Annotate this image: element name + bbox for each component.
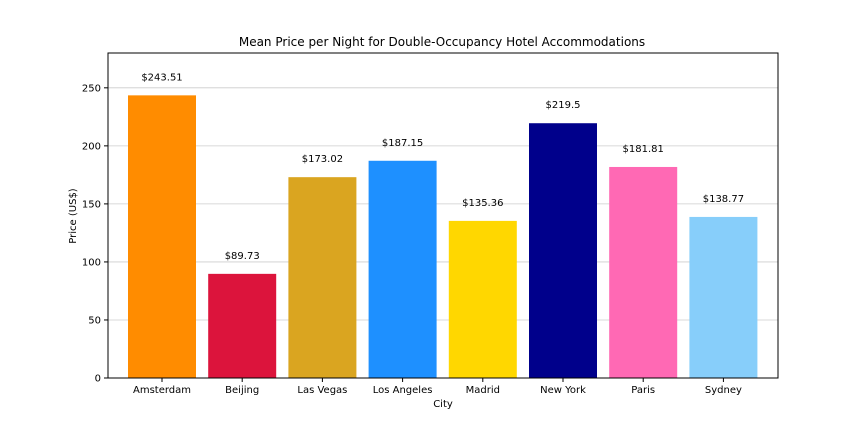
data-label: $173.02 (302, 154, 343, 165)
x-tick-label: Beijing (225, 385, 259, 396)
data-labels: $243.51 $89.73 $173.02 $187.15 $135.36 $219.5… (141, 72, 744, 261)
bar-paris (609, 166, 678, 378)
x-tick-label: Madrid (466, 385, 500, 396)
data-label: $219.5 (546, 100, 581, 111)
data-label: $243.51 (141, 72, 182, 83)
x-axis-title: City (433, 399, 453, 410)
data-label: $187.15 (382, 138, 423, 149)
chart-title: Mean Price per Night for Double-Occupanc… (239, 35, 645, 49)
data-label: $138.77 (703, 194, 744, 205)
data-label: $181.81 (623, 144, 664, 155)
y-tick-label: 200 (82, 141, 101, 152)
x-tick-label: Los Angeles (373, 385, 433, 396)
y-tick-label: 50 (88, 315, 101, 326)
x-tick-label: Amsterdam (133, 385, 191, 396)
x-tick-label: Sydney (705, 385, 742, 396)
plot-frame (107, 52, 779, 379)
bar-las-vegas (288, 177, 357, 378)
data-label: $135.36 (462, 198, 503, 209)
y-tick-label: 100 (82, 257, 101, 268)
bar-amsterdam (128, 95, 196, 378)
bar-madrid (448, 220, 517, 378)
x-tick-label: Las Vegas (297, 385, 347, 396)
y-tick-label: 250 (82, 83, 101, 94)
y-axis-title: Price (US$) (68, 188, 79, 244)
bars (128, 95, 758, 379)
y-tick-label: 150 (82, 199, 101, 210)
data-label: $89.73 (225, 251, 260, 262)
x-tick-label: Paris (631, 385, 655, 396)
x-axis-ticks: Amsterdam Beijing Las Vegas Los Angeles Madr… (133, 378, 742, 396)
bar-beijing (208, 273, 277, 378)
y-tick-label: 0 (95, 374, 101, 385)
bar-sydney (689, 216, 758, 378)
x-tick-label: New York (540, 385, 586, 396)
bar-los-angeles (368, 160, 437, 378)
bar-new-york (529, 123, 597, 379)
y-axis-ticks: 0 50 100 150 200 250 (82, 83, 108, 385)
